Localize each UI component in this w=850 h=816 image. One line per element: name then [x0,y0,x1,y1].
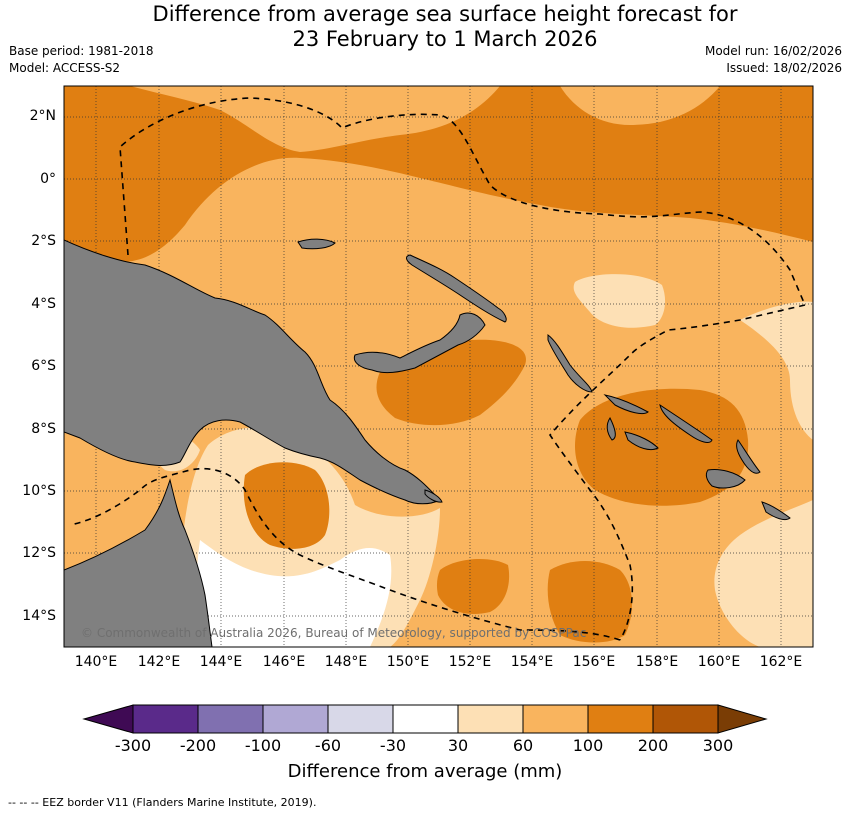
anomaly-region-neutral [196,540,392,647]
meta-right: Model run: 16/02/2026 Issued: 18/02/2026 [705,43,842,77]
new-britain-island [353,312,486,374]
eez-footnote: -- -- -- EEZ border V11 (Flanders Marine… [8,796,317,809]
colorbar-label-60: 60 [512,736,534,755]
lon-label-158e: 158°E [635,654,679,670]
colorbar-swatch-3 [262,704,329,734]
colorbar-swatch-8 [587,704,654,734]
colorbar-swatch-5 [392,704,459,734]
colorbar-label-m100: -100 [244,736,282,755]
choiseul-island [603,394,649,415]
new-ireland-island [406,254,507,323]
lat-label-8s: 8°S [31,421,56,437]
colorbar-arrow-low [82,704,134,734]
lon-label-146e: 146°E [262,654,306,670]
colorbar [82,704,768,734]
lon-label-156e: 156°E [572,654,616,670]
anomaly-blob-100-200-coral-sea [243,462,330,549]
graticule [64,86,813,647]
lon-label-148e: 148°E [324,654,368,670]
lon-label-144e: 144°E [199,654,243,670]
lat-label-0: 0° [40,171,56,187]
colorbar-label-100: 100 [572,736,604,755]
malaita-island [736,439,761,474]
colorbar-label-m60: -60 [314,736,342,755]
colorbar-label-m300: -300 [114,736,152,755]
lon-label-160e: 160°E [697,654,741,670]
anomaly-blob-100-200-south-1 [436,558,510,615]
d-entrecasteaux-islands [424,489,443,503]
lon-label-142e: 142°E [137,654,181,670]
anomaly-patch-30-60-se [714,500,813,647]
new-guinea-land [64,239,441,505]
colorbar-swatch-4 [327,704,394,734]
lat-label-2n: 2°N [29,108,56,124]
map-frame [63,85,814,648]
rennell-island [761,501,791,521]
colorbar-label-m30: -30 [379,736,407,755]
eez-borders [69,97,806,641]
makira-island [705,469,746,489]
colorbar-swatch-2 [197,704,264,734]
title-line-2: 23 February to 1 March 2026 [292,27,598,51]
colorbar-swatch-6 [457,704,524,734]
lon-label-162e: 162°E [759,654,803,670]
base-period: Base period: 1981-2018 [9,44,154,58]
colorbar-label-m200: -200 [179,736,217,755]
colorbar-label-30: 30 [447,736,469,755]
lon-label-152e: 152°E [448,654,492,670]
meta-left: Base period: 1981-2018 Model: ACCESS-S2 [9,43,154,77]
santa-isabel-island [659,403,713,443]
issued-date: Issued: 18/02/2026 [726,61,842,75]
bougainville-island [547,334,593,393]
anomaly-tongue-northeast [560,86,720,125]
anomaly-tongue-north [130,86,500,152]
colorbar-label-200: 200 [637,736,669,755]
lat-label-14s: 14°S [22,608,56,624]
copyright-text: © Commonwealth of Australia 2026, Bureau… [81,626,587,640]
lat-label-10s: 10°S [22,483,56,499]
new-georgia-island [606,417,616,441]
colorbar-swatch-1 [132,704,199,734]
colorbar-swatch-9 [652,704,719,734]
lat-label-12s: 12°S [22,545,56,561]
anomaly-patch-30-60-ne [573,274,666,328]
title-line-1: Difference from average sea surface heig… [152,2,738,26]
lon-label-154e: 154°E [510,654,554,670]
colorbar-label-300: 300 [702,736,734,755]
guadalcanal-island-west [624,431,659,451]
manus-island [297,238,336,250]
model-run: Model run: 16/02/2026 [704,44,842,58]
model-name: Model: ACCESS-S2 [9,61,121,75]
lat-label-6s: 6°S [31,358,56,374]
lon-label-150e: 150°E [386,654,430,670]
anomaly-band-100-200-north [64,86,813,262]
colorbar-swatch-7 [522,704,589,734]
colorbar-arrow-high [717,704,768,734]
colorbar-title: Difference from average (mm) [287,761,563,782]
lat-label-2s: 2°S [31,233,56,249]
chart-title: Difference from average sea surface heig… [0,2,850,52]
lat-label-4s: 4°S [31,296,56,312]
anomaly-patch-30-60-east [740,301,813,440]
land-masses [64,238,791,647]
lon-label-140e: 140°E [74,654,118,670]
anomaly-blob-100-200-solomon [575,388,749,506]
cape-york-land [64,478,213,647]
anomaly-blob-100-200-south-2 [547,561,632,643]
